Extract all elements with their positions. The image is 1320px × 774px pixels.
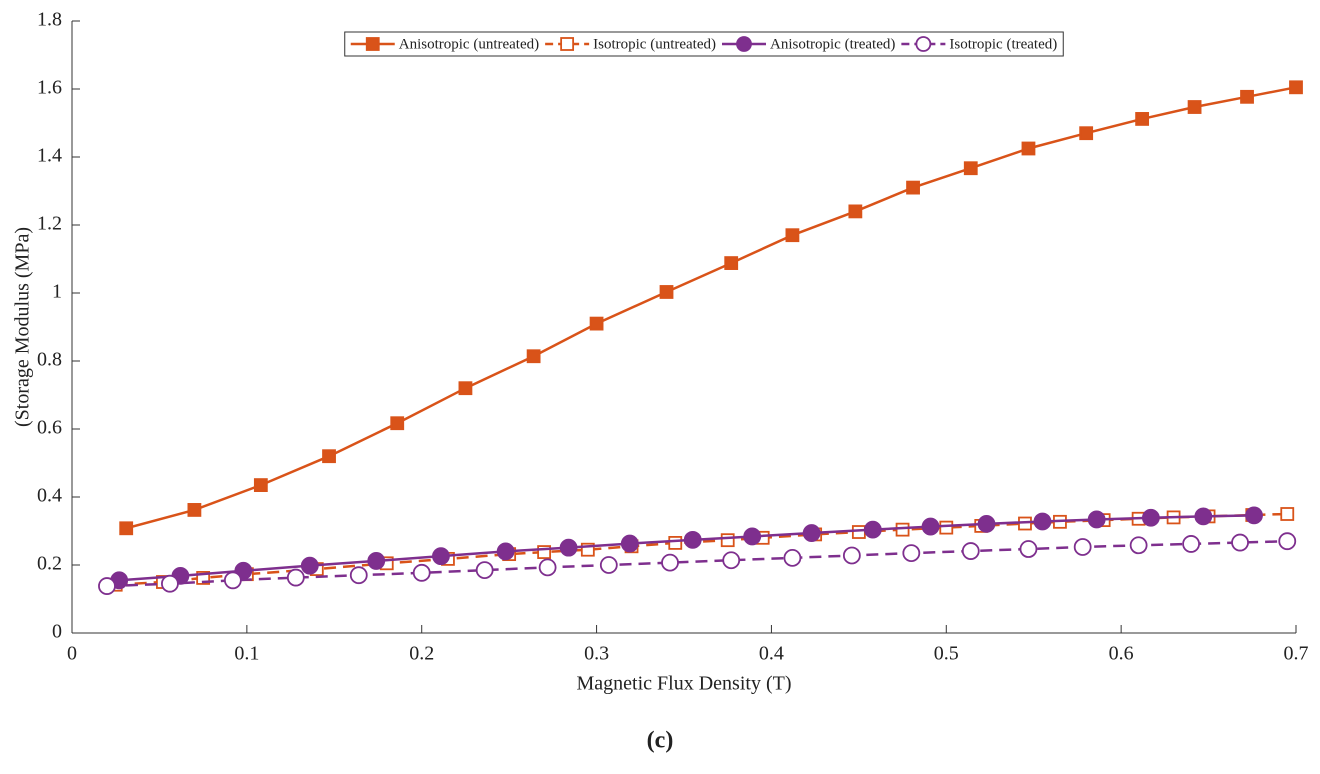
marker — [458, 381, 473, 396]
marker — [851, 525, 866, 539]
y-tick-label: 1.6 — [37, 77, 62, 99]
marker — [722, 551, 741, 570]
marker — [538, 558, 557, 577]
marker — [526, 349, 541, 364]
x-tick-label: 0.7 — [1284, 643, 1309, 665]
y-tick-label: 0.4 — [37, 485, 62, 507]
series-line — [106, 539, 1288, 588]
marker — [1278, 532, 1297, 551]
marker — [939, 520, 954, 535]
marker — [589, 316, 604, 331]
y-tick-label: 1.2 — [37, 213, 62, 235]
x-tick-label: 0.3 — [584, 643, 609, 665]
legend: Anisotropic (untreated) Isotropic (untrea… — [344, 31, 1064, 57]
x-axis-label: Magnetic Flux Density (T) — [577, 673, 792, 695]
marker — [412, 563, 431, 582]
marker — [1182, 535, 1200, 553]
marker — [1135, 112, 1150, 126]
marker — [432, 547, 450, 566]
marker — [559, 538, 578, 557]
marker — [1021, 141, 1036, 156]
marker — [1231, 533, 1249, 552]
marker — [863, 520, 882, 539]
y-axis-label: (Storage Modulus (MPa) — [12, 227, 34, 427]
marker — [367, 552, 386, 570]
marker — [1245, 506, 1263, 525]
y-tick-label: 0.6 — [37, 417, 62, 439]
marker — [783, 548, 802, 567]
y-tick-label: 0 — [52, 621, 62, 643]
marker — [119, 521, 134, 536]
marker — [895, 522, 910, 537]
x-tick-label: 0.1 — [234, 643, 259, 665]
y-tick-label: 1.4 — [37, 145, 62, 167]
marker — [223, 571, 242, 590]
marker — [1141, 508, 1160, 527]
marker — [599, 556, 618, 574]
marker — [365, 37, 380, 51]
marker — [785, 228, 800, 243]
marker — [1033, 512, 1052, 531]
marker — [253, 478, 268, 493]
marker — [1087, 510, 1106, 529]
x-tick-label: 0.6 — [1109, 643, 1134, 665]
marker — [743, 527, 762, 546]
marker — [98, 577, 116, 595]
marker — [1073, 538, 1092, 556]
y-tick-label: 0.8 — [37, 349, 62, 371]
x-tick-label: 0.2 — [409, 643, 434, 665]
marker — [1194, 507, 1213, 526]
marker — [902, 544, 921, 562]
marker — [560, 37, 575, 51]
marker — [720, 533, 735, 548]
x-tick-label: 0.4 — [759, 643, 784, 665]
marker — [286, 568, 305, 587]
marker — [961, 542, 980, 560]
marker — [1289, 80, 1303, 95]
marker — [1019, 540, 1038, 558]
marker — [736, 36, 752, 52]
marker — [963, 161, 978, 176]
marker — [349, 566, 368, 585]
marker — [921, 517, 940, 536]
marker — [496, 542, 515, 561]
marker — [1129, 536, 1148, 555]
marker — [848, 204, 863, 219]
x-tick-label: 0 — [67, 643, 77, 665]
marker — [475, 561, 494, 579]
legend-label: Isotropic (treated) — [949, 36, 1057, 52]
y-tick-label: 0.2 — [37, 553, 62, 575]
marker — [1187, 100, 1202, 114]
marker — [390, 416, 405, 431]
marker — [161, 574, 179, 593]
marker — [1079, 126, 1094, 141]
marker — [802, 524, 821, 542]
marker — [659, 285, 674, 299]
marker — [1280, 507, 1295, 521]
marker — [1240, 89, 1254, 104]
y-tick-label: 1 — [52, 281, 62, 303]
legend-label: Isotropic (untreated) — [593, 36, 716, 52]
marker — [620, 534, 639, 553]
legend-label: Anisotropic (untreated) — [399, 36, 539, 52]
x-tick-label: 0.5 — [934, 643, 959, 665]
caption: (c) — [647, 728, 674, 754]
marker — [915, 36, 932, 52]
marker — [977, 514, 996, 533]
marker — [300, 556, 319, 575]
marker — [322, 449, 336, 464]
legend-label: Anisotropic (treated) — [770, 36, 895, 52]
series-line — [119, 514, 1255, 582]
marker — [906, 180, 920, 195]
marker — [842, 546, 861, 565]
marker — [668, 536, 683, 550]
marker — [187, 503, 202, 517]
y-tick-label: 1.8 — [37, 9, 62, 31]
marker — [724, 256, 739, 270]
marker — [683, 530, 702, 549]
marker — [661, 553, 679, 572]
series-line — [125, 86, 1297, 530]
